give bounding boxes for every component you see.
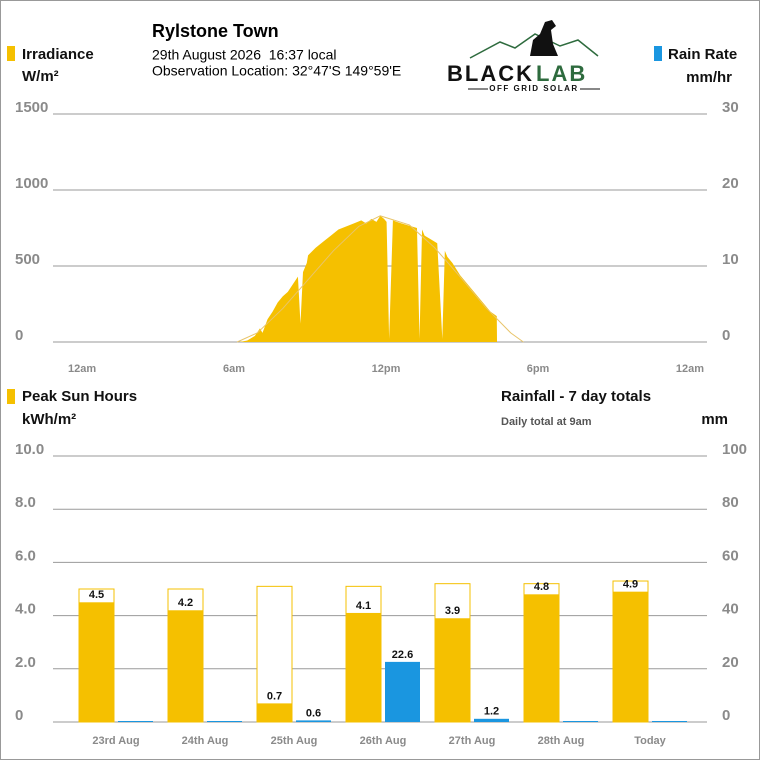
- sun-bar: [257, 703, 292, 722]
- sun-bar: [168, 610, 203, 722]
- station-title: Rylstone Town: [152, 21, 279, 41]
- x-tick-label: 23rd Aug: [92, 735, 139, 747]
- legend-label: Rain Rate: [668, 46, 737, 63]
- location: Observation Location: 32°47'S 149°59'E: [152, 63, 401, 79]
- y2-tick-label: 80: [722, 494, 739, 511]
- y-tick-label: 0: [15, 327, 23, 344]
- x-tick-label: 25th Aug: [271, 735, 318, 747]
- value-label: 0.7: [267, 690, 282, 702]
- x-tick-label: 6am: [223, 363, 245, 375]
- y2-tick-label: 20: [722, 654, 739, 671]
- sun-bar: [346, 612, 381, 722]
- value-label: 1.2: [484, 706, 499, 718]
- axis-unit: W/m²: [22, 68, 59, 85]
- y2-tick-label: 10: [722, 251, 739, 268]
- value-label: 4.2: [178, 597, 193, 609]
- chart-title: Rainfall - 7 day totals: [501, 388, 651, 405]
- axis-unit: kWh/m²: [22, 411, 76, 428]
- x-tick-label: 28th Aug: [538, 735, 585, 747]
- x-tick-label: 24th Aug: [182, 735, 229, 747]
- value-label: 4.8: [534, 581, 549, 593]
- logo: BLACK LAB OFF GRID SOLAR: [447, 20, 600, 93]
- sun-bar: [79, 602, 114, 722]
- y-tick-label: 1500: [15, 99, 48, 116]
- y-tick-label: 2.0: [15, 654, 36, 671]
- potential-bar: [256, 585, 293, 723]
- sun-bar: [524, 594, 559, 722]
- y2-tick-label: 30: [722, 99, 739, 116]
- axis-unit: mm/hr: [686, 69, 732, 86]
- logo-text: BLACK: [447, 61, 534, 86]
- x-tick-label: 26th Aug: [360, 735, 407, 747]
- rain-bar: [207, 721, 242, 722]
- legend-swatch: [7, 46, 15, 61]
- rain-bar: [652, 721, 687, 722]
- legend-label: Irradiance: [22, 46, 94, 63]
- value-label: 22.6: [392, 649, 413, 661]
- y-tick-label: 4.0: [15, 601, 36, 618]
- logo-subtitle: OFF GRID SOLAR: [489, 84, 578, 93]
- clear-sky-line: [236, 215, 524, 343]
- y2-tick-label: 100: [722, 441, 747, 458]
- logo-dog: [530, 20, 558, 56]
- value-label: 0.6: [306, 707, 321, 719]
- rain-bar: [385, 661, 420, 722]
- x-tick-label: 6pm: [527, 363, 550, 375]
- rain-bar: [296, 720, 331, 722]
- y2-tick-label: 20: [722, 175, 739, 192]
- y-tick-label: 8.0: [15, 494, 36, 511]
- legend-swatch: [7, 389, 15, 404]
- legend-label: Peak Sun Hours: [22, 388, 137, 405]
- x-tick-label: 12am: [676, 363, 704, 375]
- y2-tick-label: 60: [722, 547, 739, 564]
- x-tick-label: 12pm: [372, 363, 401, 375]
- irradiance-area: [239, 215, 498, 342]
- logo-text: LAB: [536, 61, 587, 86]
- y2-tick-label: 0: [722, 327, 730, 344]
- y-tick-label: 500: [15, 251, 40, 268]
- y-tick-label: 10.0: [15, 441, 44, 458]
- rain-bar: [563, 721, 598, 722]
- sun-bar: [613, 591, 648, 722]
- rain-bar: [474, 718, 509, 722]
- y-tick-label: 6.0: [15, 547, 36, 564]
- rain-bar: [118, 721, 153, 722]
- sun-bar: [435, 618, 470, 722]
- legend-swatch: [654, 46, 662, 61]
- value-label: 3.9: [445, 605, 460, 617]
- value-label: 4.9: [623, 579, 638, 591]
- y2-tick-label: 0: [722, 707, 730, 724]
- axis-unit: mm: [701, 411, 728, 428]
- chart-subtitle: Daily total at 9am: [501, 416, 592, 428]
- x-tick-label: 12am: [68, 363, 96, 375]
- y-tick-label: 1000: [15, 175, 48, 192]
- value-label: 4.5: [89, 589, 104, 601]
- value-label: 4.1: [356, 600, 371, 612]
- date: 29th August 2026 16:37 local: [152, 47, 336, 63]
- y2-tick-label: 40: [722, 601, 739, 618]
- y-tick-label: 0: [15, 707, 23, 724]
- logo-mountains: [469, 33, 599, 59]
- x-tick-label: Today: [634, 735, 666, 747]
- x-tick-label: 27th Aug: [449, 735, 496, 747]
